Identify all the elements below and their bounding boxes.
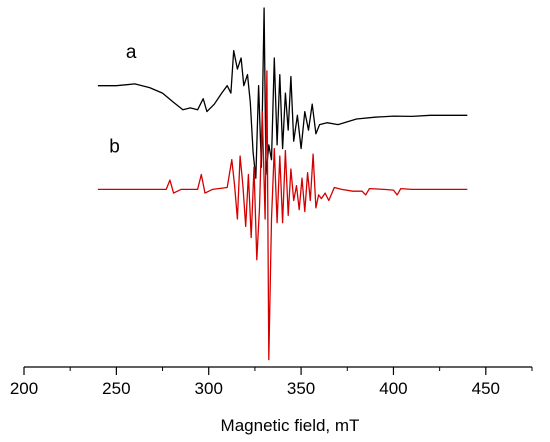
- x-tick-label: 200: [10, 379, 38, 398]
- plot-area: [97, 7, 468, 361]
- x-tick-label: 350: [287, 379, 315, 398]
- x-axis-title: Magnetic field, mT: [221, 416, 360, 435]
- series-label-a: a: [126, 42, 137, 63]
- x-axis-ticks: 200 250 300 350 400 450: [10, 367, 533, 398]
- x-tick-label: 250: [102, 379, 130, 398]
- x-tick-label: 450: [472, 379, 500, 398]
- series-line-b: [97, 70, 468, 361]
- x-tick-label: 400: [379, 379, 407, 398]
- series-line-a: [97, 7, 468, 179]
- series-label-b: b: [109, 136, 120, 157]
- series-annotations: ab: [109, 42, 137, 157]
- x-tick-label: 300: [195, 379, 223, 398]
